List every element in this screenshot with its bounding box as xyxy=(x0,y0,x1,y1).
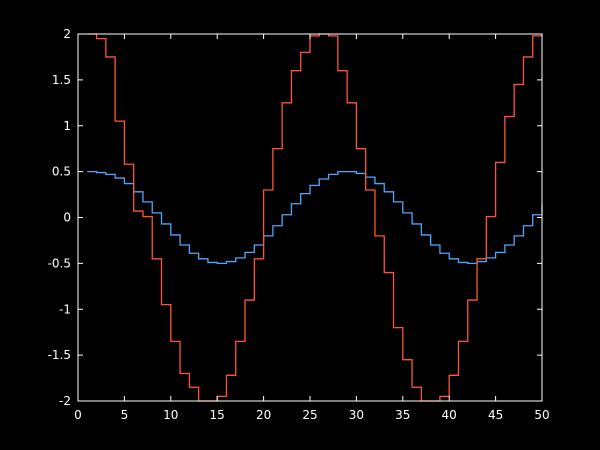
x-tick-label: 20 xyxy=(256,408,271,422)
y-tick-label: -1.5 xyxy=(48,348,71,362)
y-tick-label: 1.5 xyxy=(52,73,71,87)
series-layer xyxy=(87,33,543,402)
y-tick-label: -1 xyxy=(59,302,71,316)
x-tick-label: 0 xyxy=(74,408,82,422)
x-tick-label: 5 xyxy=(121,408,129,422)
x-tick-label: 10 xyxy=(163,408,178,422)
x-tick-label: 35 xyxy=(395,408,410,422)
x-tick-label: 15 xyxy=(210,408,225,422)
x-tick-label: 30 xyxy=(349,408,364,422)
series-line-2 xyxy=(87,33,543,402)
x-tick-label: 25 xyxy=(302,408,317,422)
y-tick-label: 0 xyxy=(63,211,71,225)
tick-layer: 0 5 10 15 20 25 30 35 40 45 50 -2 -1.5 -1 -0.5 0 0.5 1 1.5… xyxy=(48,27,550,422)
x-tick-label: 50 xyxy=(534,408,549,422)
y-tick-label: -0.5 xyxy=(48,256,71,270)
y-tick-label: 0.5 xyxy=(52,165,71,179)
plot-area xyxy=(78,34,542,401)
y-tick-label: 1 xyxy=(63,119,71,133)
y-tick-label: -2 xyxy=(59,394,71,408)
x-tick-label: 40 xyxy=(442,408,457,422)
series-line-1 xyxy=(87,170,543,265)
y-tick-label: 2 xyxy=(63,27,71,41)
x-tick-label: 45 xyxy=(488,408,503,422)
